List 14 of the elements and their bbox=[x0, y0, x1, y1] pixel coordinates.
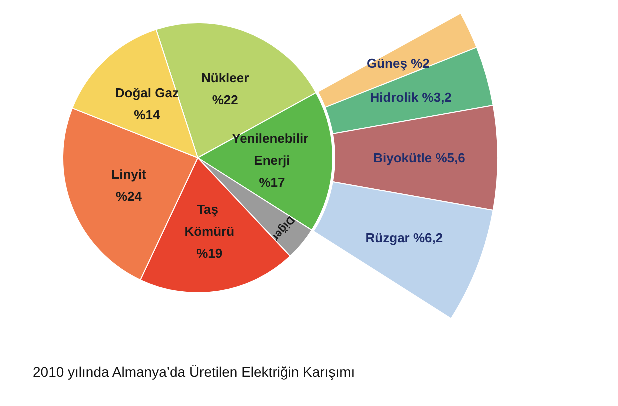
slice-label: Rüzgar %6,2 bbox=[366, 230, 444, 246]
data-label: %14 bbox=[134, 107, 161, 122]
slice-label: Nükleer bbox=[201, 70, 250, 86]
slice-label: Yenilenebilir Enerji bbox=[232, 130, 312, 168]
text: 2010 yılında Almanya’da Üretilen Elektriğin Karışımı bbox=[33, 364, 356, 380]
data-label: %24 bbox=[116, 188, 143, 204]
slice-label: Güneş %2 bbox=[366, 56, 430, 72]
data-label: %22 bbox=[212, 92, 238, 108]
slice-label: Hidrolik %3,2 bbox=[370, 90, 452, 106]
slice-label: Linyit bbox=[112, 166, 147, 182]
slice-label: Biyokütle %5,6 bbox=[374, 150, 466, 166]
data-label: %19 bbox=[196, 246, 223, 261]
data-label: %17 bbox=[259, 174, 286, 190]
slice-label: Taş Kömürü bbox=[184, 202, 235, 239]
